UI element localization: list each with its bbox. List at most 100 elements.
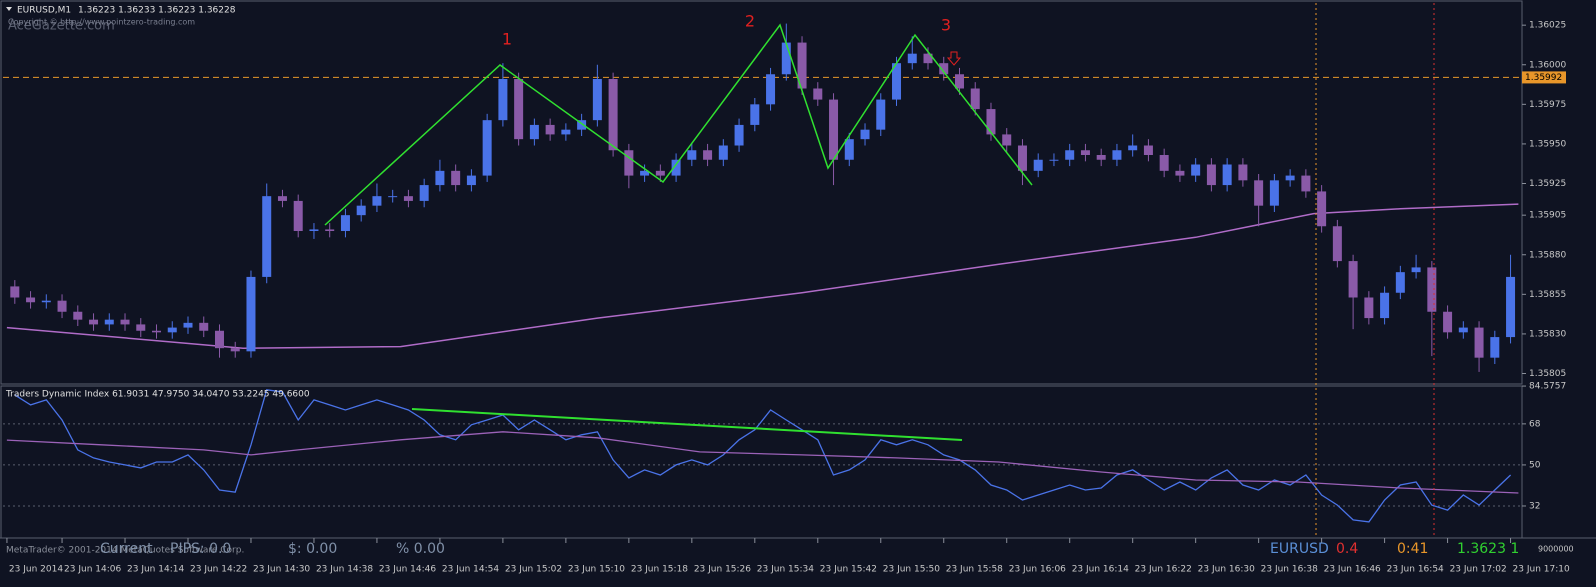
y-tick-label: 68 — [1529, 419, 1541, 429]
y-tick-label: 1.36025 — [1529, 21, 1566, 31]
candle-body — [687, 150, 697, 160]
candle-body — [1002, 134, 1012, 146]
candle-body — [1175, 170, 1185, 176]
scale-note: 9000000 — [1538, 545, 1574, 554]
x-tick-label: 23 Jun 17:02 — [1450, 565, 1507, 575]
y-tick-label: 1.35925 — [1529, 179, 1566, 189]
candle-body — [1206, 164, 1216, 186]
pips: PIPS: 0.0 — [170, 541, 231, 557]
annotation: 1 — [502, 30, 512, 49]
candle-body — [340, 215, 350, 231]
candle-body — [718, 145, 728, 160]
candle-body — [1049, 159, 1059, 161]
x-tick-label: 23 Jun 16:54 — [1387, 565, 1444, 575]
y-tick-label: 1.35880 — [1529, 250, 1566, 260]
main-frame — [0, 0, 1523, 385]
candle-body — [1269, 180, 1279, 206]
candle-body — [766, 74, 776, 105]
candle-body — [577, 120, 587, 130]
candle-body — [1380, 292, 1390, 319]
candle-body — [214, 330, 224, 349]
candle-body — [892, 63, 902, 100]
candle-body — [120, 319, 130, 325]
candle-body — [451, 170, 461, 186]
y-tick-label: 1.35830 — [1529, 329, 1566, 339]
candle-body — [293, 200, 303, 231]
candle-body — [246, 276, 256, 352]
candle-body — [750, 104, 760, 125]
candle-body — [10, 286, 20, 298]
candle-body — [41, 300, 51, 303]
candle-body — [703, 150, 713, 160]
candle-body — [939, 63, 949, 75]
candle-body — [781, 42, 791, 75]
candle-body — [1128, 145, 1138, 151]
dollars: $: 0.00 — [288, 541, 337, 557]
x-tick-label: 23 Jun 15:10 — [568, 565, 625, 575]
candle-body — [403, 196, 413, 201]
candle-body — [1332, 226, 1342, 262]
candle-body — [624, 150, 634, 176]
y-tick-label: 1.35950 — [1529, 139, 1566, 149]
moving-average — [6, 203, 1519, 349]
y-tick-label: 1.36000 — [1529, 60, 1566, 70]
candle-body — [498, 79, 508, 121]
plot: 1.36025 1.36000 1.35975 1.35950 1.35925 1.359… — [3, 21, 1570, 575]
candle-body — [655, 170, 665, 176]
sell-arrow — [946, 51, 962, 66]
candle-body — [136, 324, 146, 331]
candle-body — [1238, 164, 1248, 181]
x-tick-label: 23 Jun 2014 — [9, 565, 63, 575]
candle-body — [73, 311, 83, 320]
candle-body — [1143, 145, 1153, 155]
x-tick-label: 23 Jun 14:14 — [127, 565, 184, 575]
x-tick-label: 23 Jun 16:22 — [1135, 565, 1192, 575]
percent: % 0.00 — [396, 541, 445, 557]
candle-body — [372, 196, 382, 206]
candle-body — [1301, 175, 1311, 192]
candle-body — [860, 129, 870, 140]
x-tick-label: 23 Jun 15:58 — [946, 565, 1003, 575]
candle-body — [388, 196, 398, 198]
zigzag — [324, 23, 1033, 226]
candle-body — [1364, 297, 1374, 319]
candle-body — [230, 348, 240, 352]
symbol: EURUSD,M1 — [17, 6, 71, 16]
candle-body — [1474, 327, 1484, 358]
y-tick-label: 1.35905 — [1529, 211, 1566, 221]
candle-body — [57, 300, 67, 312]
candle-body — [608, 79, 618, 151]
candle-body — [89, 319, 99, 325]
candle-body — [183, 322, 193, 328]
x-tick-label: 23 Jun 15:18 — [631, 565, 688, 575]
x-tick-label: 23 Jun 15:42 — [820, 565, 877, 575]
candle-body — [1191, 164, 1201, 176]
candle-body — [435, 170, 445, 186]
y-tick-label: 1.35855 — [1529, 290, 1566, 300]
x-tick-label: 23 Jun 15:26 — [694, 565, 751, 575]
footer-symbol: EURUSD — [1270, 541, 1329, 557]
candle-body — [482, 120, 492, 176]
candle-body — [844, 139, 854, 160]
candle-body — [1395, 272, 1405, 293]
x-tick-label: 23 Jun 16:14 — [1072, 565, 1129, 575]
candle-body — [545, 124, 555, 135]
candle-body — [797, 42, 807, 89]
x-tick-label: 23 Jun 16:38 — [1261, 565, 1318, 575]
candle-body — [1017, 145, 1027, 171]
candle-body — [325, 229, 335, 231]
candle-body — [199, 322, 209, 331]
footer-copyright: MetaTrader© 2001-2014 MetaQuotes Softwar… — [6, 546, 244, 556]
candle-body — [529, 124, 539, 140]
menu-arrow[interactable] — [6, 7, 12, 11]
candle-body — [1112, 150, 1122, 160]
annotation: 2 — [745, 12, 755, 31]
price: 1.3623 1 — [1457, 541, 1519, 557]
watermark: AceGazette.com — [8, 19, 115, 34]
level-label: 1.35992 — [1525, 73, 1562, 83]
candle-body — [813, 88, 823, 100]
x-tick-label: 23 Jun 14:30 — [253, 565, 310, 575]
candle-body — [907, 53, 917, 64]
candle-body — [1506, 276, 1516, 338]
y-tick-label: 50 — [1529, 460, 1541, 470]
